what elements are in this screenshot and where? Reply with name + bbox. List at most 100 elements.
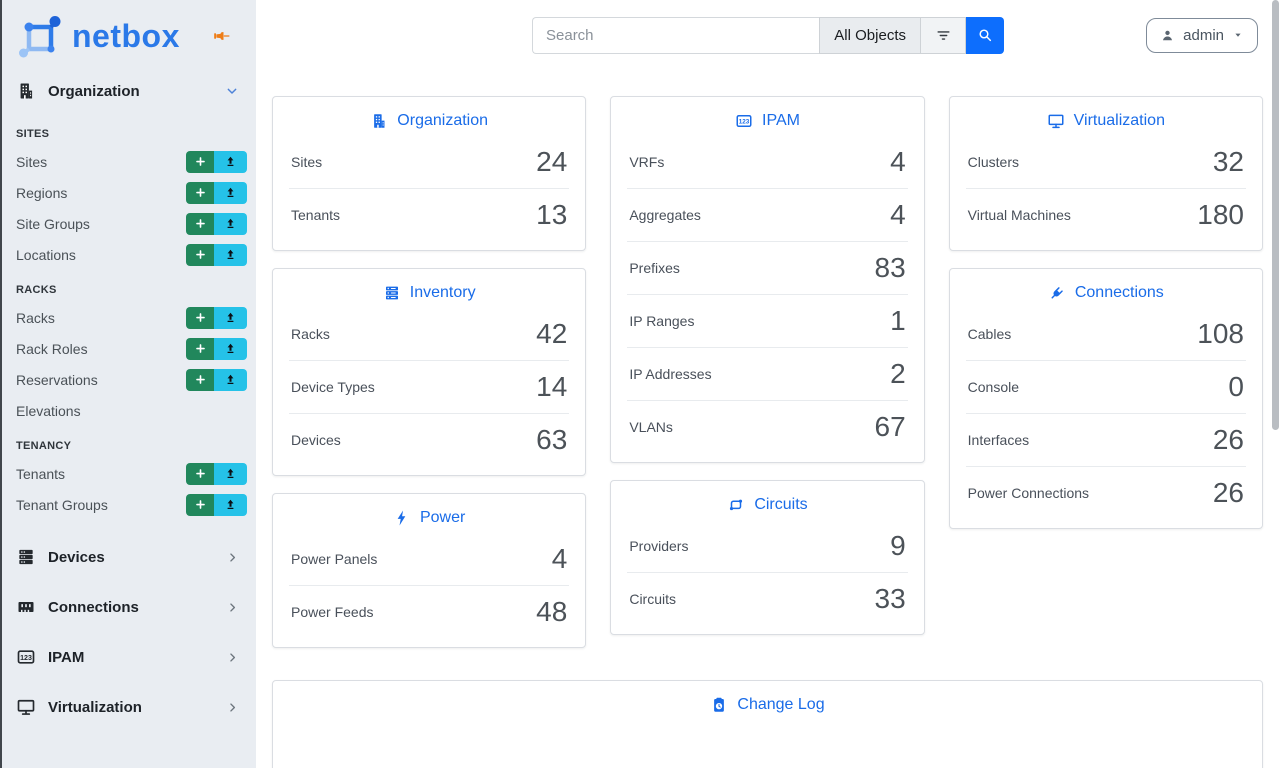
import-regions-button[interactable]: [214, 181, 247, 204]
sidebar-item-locations[interactable]: Locations: [0, 239, 256, 270]
stat-row-ip-ranges: IP Ranges 1: [627, 295, 908, 348]
sidebar-item-site-groups[interactable]: Site Groups: [0, 208, 256, 239]
add-locations-button[interactable]: [186, 243, 214, 266]
filter-button[interactable]: [921, 16, 966, 54]
card-title-organization[interactable]: Organization: [273, 97, 585, 133]
stat-label: Circuits: [629, 591, 676, 607]
import-sites-button[interactable]: [214, 150, 247, 173]
sidebar-menu-devices[interactable]: Devices: [0, 532, 256, 582]
stat-value: 63: [536, 424, 568, 455]
card-title-connections[interactable]: Connections: [950, 269, 1262, 305]
rack-icon: [16, 547, 36, 567]
sidebar-menu-ipam[interactable]: 123 IPAM: [0, 632, 256, 682]
sidebar-item-sites[interactable]: Sites: [0, 146, 256, 177]
sidebar-menu-virtualization[interactable]: Virtualization: [0, 682, 256, 732]
filter-icon: [935, 27, 952, 44]
chevron-right-icon: [225, 700, 240, 715]
upload-icon: [224, 217, 237, 230]
import-reservations-button[interactable]: [214, 368, 247, 391]
main-content: All Objects admin OrganizationSites24Ten…: [256, 0, 1280, 768]
user-menu-button[interactable]: admin: [1146, 17, 1258, 53]
card-title-circuits[interactable]: Circuits: [611, 481, 923, 517]
add-site-groups-button[interactable]: [186, 212, 214, 235]
import-racks-button[interactable]: [214, 306, 247, 329]
stat-value: 13: [536, 199, 568, 230]
import-tenants-button[interactable]: [214, 462, 247, 485]
sidebar-item-racks[interactable]: Racks: [0, 302, 256, 333]
sidebar-item-label: Tenants: [16, 465, 66, 482]
brand-name: netbox: [72, 17, 180, 54]
stat-value: 83: [874, 252, 906, 283]
sidebar-item-tenant-groups[interactable]: Tenant Groups: [0, 489, 256, 520]
upload-icon: [224, 373, 237, 386]
stat-label: IP Addresses: [629, 366, 712, 382]
stat-row-circuits: Circuits 33: [627, 573, 907, 625]
item-action-buttons: [186, 462, 247, 485]
sidebar-item-reservations[interactable]: Reservations: [0, 364, 256, 395]
pin-sidebar-icon[interactable]: [212, 26, 232, 46]
stat-row-power-panels: Power Panels 4: [289, 533, 570, 586]
card-title-power[interactable]: Power: [273, 494, 585, 530]
card-rows: Racks 42 Device Types 14 Devices 63: [273, 305, 585, 475]
sidebar-menu-connections[interactable]: Connections: [0, 582, 256, 632]
search-input[interactable]: [532, 16, 820, 54]
add-sites-button[interactable]: [186, 150, 214, 173]
add-rack-roles-button[interactable]: [186, 337, 214, 360]
import-locations-button[interactable]: [214, 243, 247, 266]
stat-row-clusters: Clusters 32: [965, 136, 1246, 189]
add-reservations-button[interactable]: [186, 368, 214, 391]
page-scrollbar-thumb[interactable]: [1272, 0, 1279, 430]
sidebar-item-rack-roles[interactable]: Rack Roles: [0, 333, 256, 364]
upload-icon: [224, 311, 237, 324]
card-ipam: 123 IPAM VRFs 4 Aggregates 4 Prefixes 83 IP Rang…: [610, 96, 925, 463]
search-button[interactable]: [966, 16, 1004, 54]
search-bar: All Objects: [532, 16, 1004, 54]
stat-label: IP Ranges: [629, 313, 695, 329]
ethernet-icon: [16, 597, 36, 617]
add-regions-button[interactable]: [186, 181, 214, 204]
card-rows: Power Panels 4 Power Feeds 48: [273, 530, 585, 647]
upload-icon: [224, 342, 237, 355]
import-rack-roles-button[interactable]: [214, 337, 247, 360]
window-edge: [0, 0, 2, 768]
stat-label: Providers: [629, 538, 689, 554]
upload-icon: [224, 498, 237, 511]
plus-icon: [194, 155, 207, 168]
sidebar-menu-organization[interactable]: Organization: [0, 68, 256, 114]
card-title-label: Inventory: [409, 284, 476, 301]
plus-icon: [194, 217, 207, 230]
sidebar-item-tenants[interactable]: Tenants: [0, 458, 256, 489]
brand[interactable]: netbox: [0, 0, 256, 68]
stat-row-console: Console 0: [965, 361, 1246, 414]
add-tenants-button[interactable]: [186, 462, 214, 485]
card-title-virtualization[interactable]: Virtualization: [950, 97, 1262, 133]
sidebar-groups: SITES Sites Regions Site Groups Locations RAC…: [0, 114, 256, 520]
item-action-buttons: [186, 150, 247, 173]
card-grid: Organization Sites 24 Tenants 13 Inventory Rac…: [272, 96, 1263, 648]
import-tenant-groups-button[interactable]: [214, 493, 247, 516]
stat-row-interfaces: Interfaces 26: [965, 414, 1246, 467]
changelog-title[interactable]: Change Log: [273, 681, 1262, 717]
sidebar-menu-label: Connections: [48, 598, 139, 616]
stat-label: Console: [967, 379, 1020, 395]
item-action-buttons: [186, 212, 247, 235]
stat-row-cables: Cables 108: [965, 308, 1246, 361]
server-icon: [383, 284, 401, 302]
card-rows: Cables 108 Console 0 Interfaces 26 Power Conne…: [950, 305, 1262, 528]
sidebar-item-regions[interactable]: Regions: [0, 177, 256, 208]
stat-label: VLANs: [629, 419, 673, 435]
card-title-ipam[interactable]: 123 IPAM: [611, 97, 923, 133]
sidebar-menu-label: Virtualization: [48, 698, 142, 716]
search-scope-button[interactable]: All Objects: [819, 16, 921, 54]
card-title-inventory[interactable]: Inventory: [273, 269, 585, 305]
stat-label: Prefixes: [629, 260, 680, 276]
stat-label: Devices: [291, 432, 341, 448]
add-racks-button[interactable]: [186, 306, 214, 329]
stat-row-providers: Providers 9: [627, 520, 908, 573]
stat-value: 32: [1212, 146, 1244, 177]
add-tenant-groups-button[interactable]: [186, 493, 214, 516]
stat-value: 24: [536, 146, 568, 177]
sidebar-item-elevations[interactable]: Elevations: [0, 395, 256, 426]
card-circuits: Circuits Providers 9 Circuits 33: [610, 480, 925, 635]
import-site-groups-button[interactable]: [214, 212, 247, 235]
